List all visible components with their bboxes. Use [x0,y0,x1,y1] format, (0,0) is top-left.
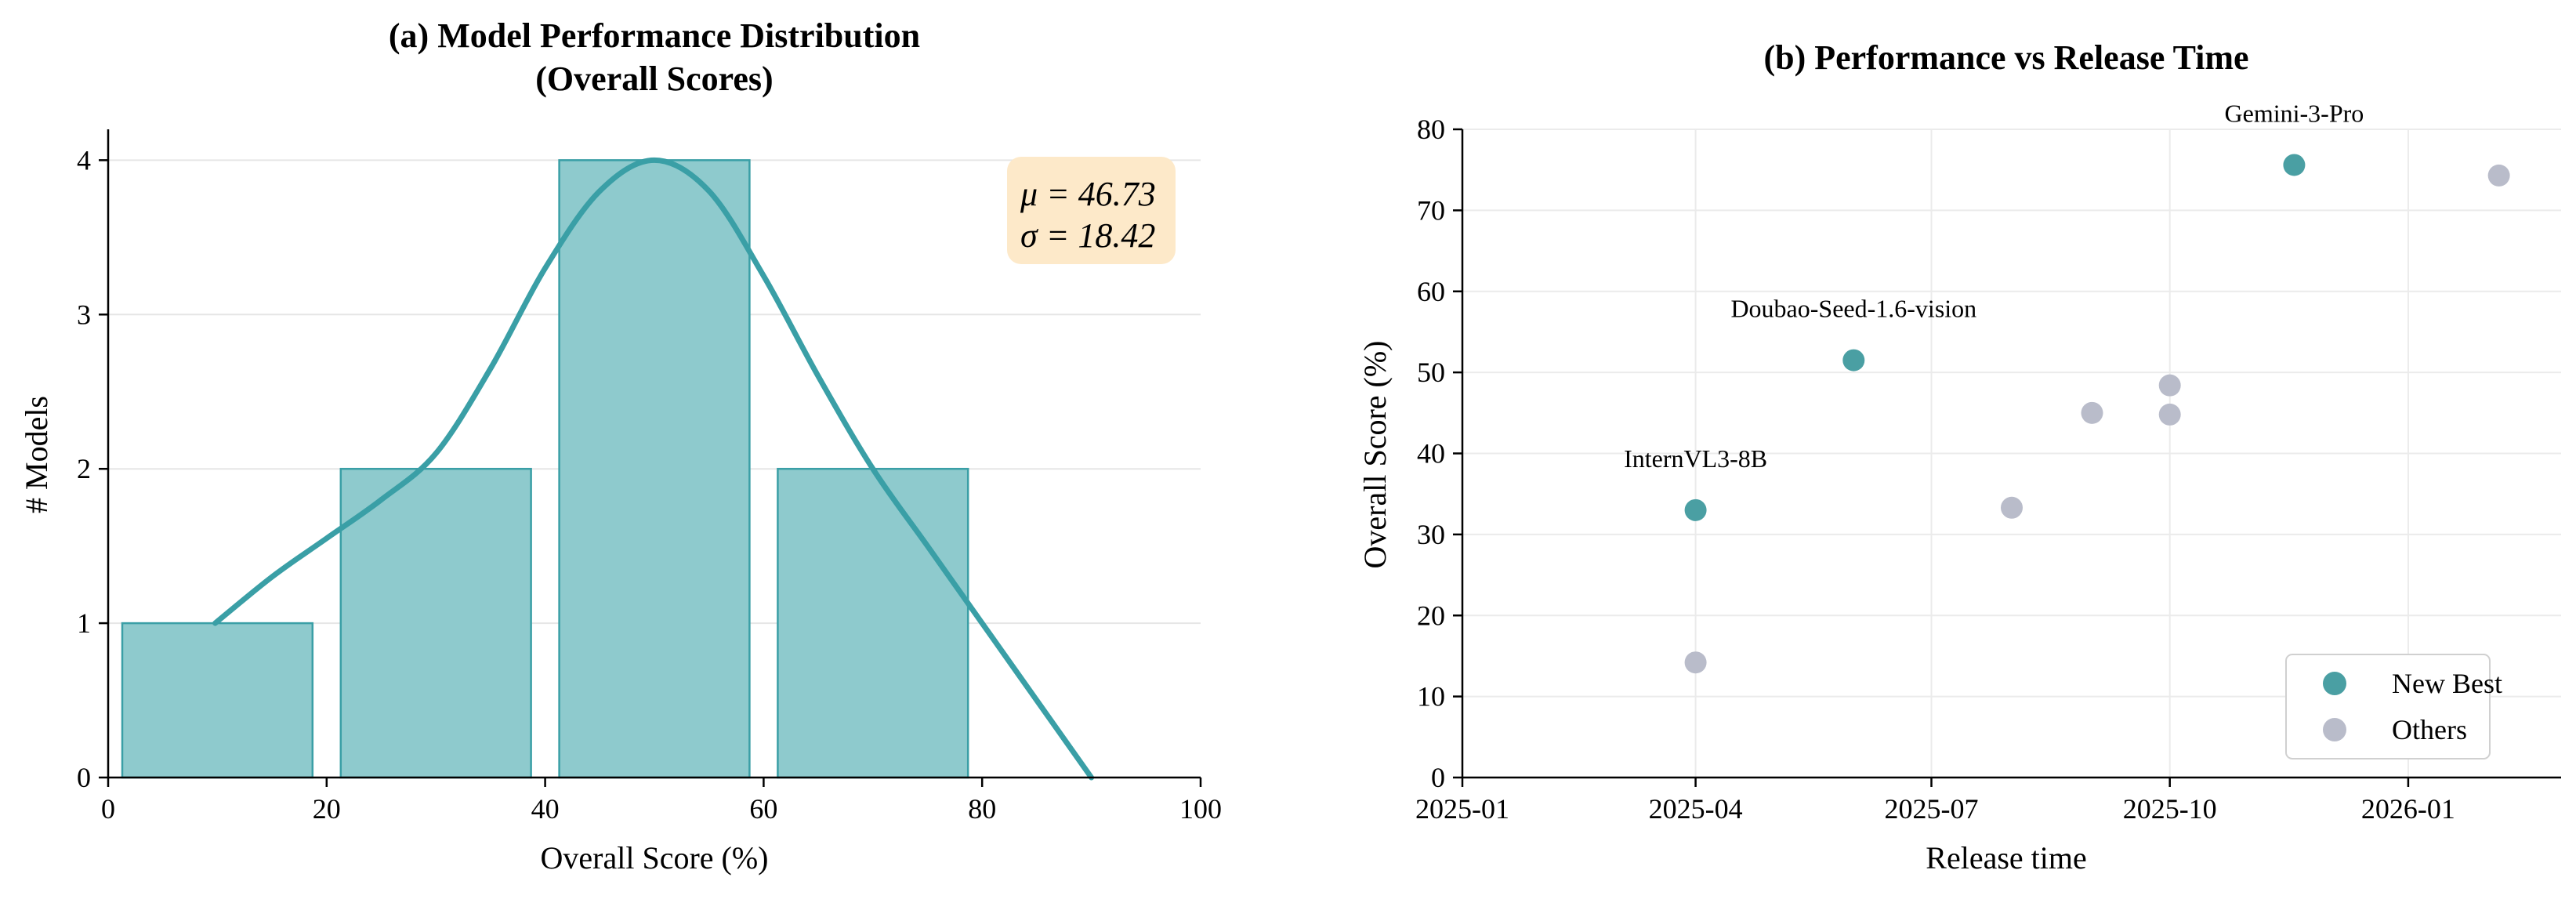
legend-new-best-label: New Best [2392,668,2502,699]
chart-b-x-tick-label: 2025-01 [1415,793,1509,825]
chart-a-x-axis-label: Overall Score (%) [541,840,769,875]
chart-b-y-tick-label: 70 [1417,194,1445,226]
chart-a-x-tick-label: 0 [101,793,115,825]
chart-b-y-tick-label: 30 [1417,519,1445,550]
others-point [2158,403,2181,426]
chart-a-y-tick-label: 3 [77,299,91,330]
chart-a-y-tick-label: 1 [77,607,91,639]
new-best-point [2283,154,2306,176]
chart-a-density-curve [212,157,1095,781]
chart-b-point-labels: InternVL3-8B Doubao-Seed-1.6-vision Gemini… [1624,99,2364,472]
stats-mean: μ = 46.73 [1020,175,1156,213]
point-label: InternVL3-8B [1624,444,1767,473]
chart-b-y-tick-label: 10 [1417,681,1445,712]
others-point [1684,651,1707,674]
stats-box-background [1007,157,1176,264]
others-point [2081,401,2103,424]
legend-others-marker [2323,718,2346,741]
chart-b-y-tick-label: 40 [1417,438,1445,469]
chart-a-y-tick-label: 2 [77,453,91,484]
legend-others-label: Others [2392,714,2467,745]
histogram-panel: (a) Model Performance Distribution (Over… [19,16,1222,875]
chart-b-ticks: 2025-01 2025-04 2025-07 2025-10 2026-01 0 10 20… [1415,114,2455,825]
chart-b-x-tick-label: 2026-01 [2361,793,2455,825]
scatter-panel: (b) Performance vs Release Time 2025-01 2… [1357,38,2561,875]
chart-a-x-tick-label: 20 [313,793,341,825]
histogram-bar [777,467,969,779]
chart-b-y-axis-label: Overall Score (%) [1357,341,1393,569]
chart-a-x-tick-label: 40 [531,793,560,825]
chart-a-y-tick-label: 0 [77,762,91,793]
chart-b-y-tick-label: 50 [1417,357,1445,388]
chart-b-gridlines [1462,129,2561,778]
chart-b-x-axis-label: Release time [1926,840,2086,875]
chart-a-ticks: 0 20 40 60 80 100 0 1 2 3 4 [77,144,1222,825]
histogram-bar [339,467,532,779]
chart-a-x-tick-label: 60 [749,793,777,825]
new-best-point [1842,349,1865,372]
chart-b-x-tick-label: 2025-10 [2123,793,2217,825]
chart-b-y-tick-label: 0 [1431,762,1445,793]
chart-a-y-axis-label: # Models [19,396,54,513]
chart-b-y-tick-label: 60 [1417,276,1445,307]
chart-b-legend: New Best Others [2285,654,2502,759]
chart-b-x-tick-label: 2025-04 [1649,793,1743,825]
chart-b-x-tick-label: 2025-07 [1884,793,1978,825]
chart-a-title-line2: (Overall Scores) [535,60,773,98]
chart-a-y-tick-label: 4 [77,144,91,176]
chart-b-title: (b) Performance vs Release Time [1763,38,2248,77]
point-label: Gemini-3-Pro [2225,99,2364,127]
chart-a-x-tick-label: 80 [968,793,996,825]
point-label: Doubao-Seed-1.6-vision [1730,295,1976,323]
chart-a-stats-box: μ = 46.73 σ = 18.42 [1007,157,1176,264]
others-point [2487,164,2510,187]
new-best-point [1684,498,1707,521]
stats-std: σ = 18.42 [1020,216,1155,255]
legend-new-best-marker [2323,672,2346,695]
histogram-bar [121,622,314,779]
chart-b-y-tick-label: 20 [1417,600,1445,631]
chart-b-points [1684,154,2510,674]
chart-a-axes [107,129,1201,779]
others-point [2158,374,2181,397]
chart-b-y-tick-label: 80 [1417,114,1445,145]
others-point [2001,496,2023,519]
chart-a-x-tick-label: 100 [1179,793,1222,825]
histogram-bar [558,159,751,779]
chart-a-title-line1: (a) Model Performance Distribution [389,16,920,55]
